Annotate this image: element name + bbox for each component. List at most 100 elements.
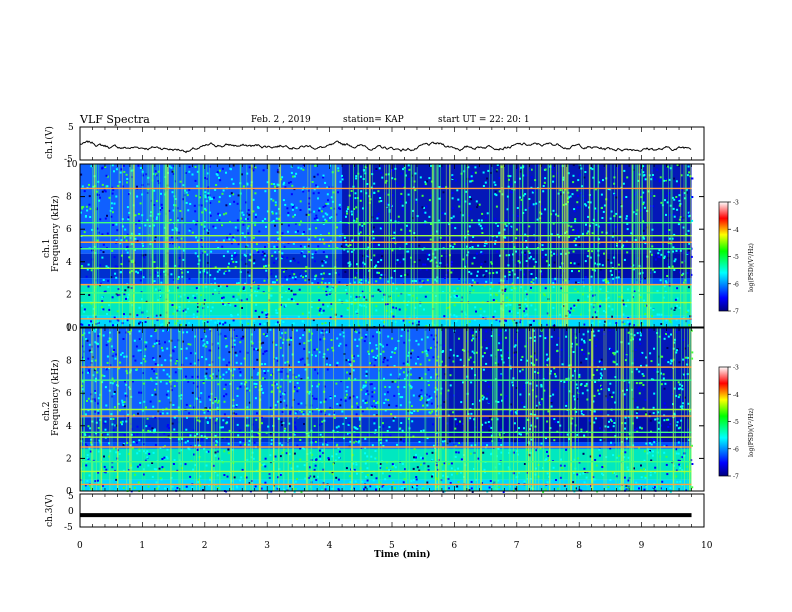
spectrogram-pixel xyxy=(271,254,274,257)
spectrogram-pixel xyxy=(471,334,474,337)
spectrogram-pixel xyxy=(482,185,485,187)
spectrogram-pixel xyxy=(673,198,676,201)
spectrogram-pixel xyxy=(654,466,657,469)
spectrogram-pixel xyxy=(330,302,333,305)
spectrogram-pixel xyxy=(201,211,204,214)
spectrogram-pixel xyxy=(518,410,520,413)
spectrogram-pixel xyxy=(252,236,255,239)
spectrogram-pixel xyxy=(207,410,210,412)
spectrogram-dark-region xyxy=(441,328,692,443)
spectrogram-pixel xyxy=(391,380,394,383)
spectrogram-pixel xyxy=(550,233,553,236)
spectrogram-pixel xyxy=(110,413,113,416)
spectrogram-pixel xyxy=(179,180,182,183)
spectrogram-pixel xyxy=(246,406,249,409)
spectrogram-pixel xyxy=(545,353,548,356)
spectrogram-pixel xyxy=(542,185,545,187)
spectrogram-pixel xyxy=(309,292,312,295)
spectrogram-pixel xyxy=(500,444,503,446)
spectrogram-pixel xyxy=(576,189,579,192)
spectrogram-pixel xyxy=(111,354,114,357)
spectrogram-pixel xyxy=(481,398,484,401)
spectrogram-pixel xyxy=(684,433,687,436)
spectrogram-pixel xyxy=(639,342,642,345)
spectrogram-pixel xyxy=(583,353,586,356)
spectrogram-pixel xyxy=(690,444,693,447)
spectrogram-pixel xyxy=(413,236,416,238)
spectrogram-pixel xyxy=(444,440,447,443)
spectrogram-pixel xyxy=(107,286,110,289)
spectrogram-pixel xyxy=(109,338,112,341)
spectrogram-pixel xyxy=(601,472,603,475)
spectrogram-pixel xyxy=(317,286,320,289)
spectrogram-pixel xyxy=(486,392,489,395)
spectrogram-pixel xyxy=(481,428,484,431)
spectrogram-pixel xyxy=(299,273,302,276)
spectrogram-pixel xyxy=(595,338,598,341)
spectrogram-pixel xyxy=(301,233,304,236)
spectrogram-pixel xyxy=(430,223,432,225)
spectrogram-pixel xyxy=(228,238,231,241)
spectrogram-pixel xyxy=(209,374,212,377)
spectrogram-pixel xyxy=(508,271,511,273)
spectrogram-pixel xyxy=(87,409,90,412)
spectrogram-pixel xyxy=(118,367,121,370)
spectrogram-pixel xyxy=(364,263,366,266)
spectrogram-pixel xyxy=(509,403,512,406)
spectrogram-pixel xyxy=(489,293,492,296)
spectrogram-pixel xyxy=(435,485,438,488)
spectrogram-pixel xyxy=(335,453,338,456)
spectrogram-pixel xyxy=(362,399,365,402)
spectrogram-pixel xyxy=(205,416,207,419)
spectrogram-pixel xyxy=(625,488,628,491)
spectrogram-pixel xyxy=(379,197,382,199)
spectrogram-pixel xyxy=(83,190,86,193)
spectrogram-pixel xyxy=(373,391,376,394)
spectrogram-pixel xyxy=(264,311,267,314)
spectrogram-pixel xyxy=(208,364,211,366)
spectrogram-pixel xyxy=(293,490,296,493)
spectrogram-pixel xyxy=(543,181,546,184)
spectrogram-pixel xyxy=(515,387,518,389)
spectrogram-pixel xyxy=(626,288,629,291)
spectrogram-pixel xyxy=(135,441,138,444)
spectrogram-pixel xyxy=(207,450,210,453)
spectrogram-pixel xyxy=(410,480,413,483)
spectrogram-pixel xyxy=(526,264,529,267)
spectrogram-pixel xyxy=(682,226,685,229)
spectrogram-pixel xyxy=(612,391,615,394)
spectrogram-pixel xyxy=(301,447,304,450)
spectrogram-pixel xyxy=(431,459,434,462)
spectrogram-pixel xyxy=(650,378,653,381)
spectrogram-pixel xyxy=(645,442,648,445)
spectrogram-pixel xyxy=(580,350,583,353)
spectrogram-pixel xyxy=(263,265,265,268)
spectrogram-pixel xyxy=(322,356,325,358)
spectrogram-pixel xyxy=(538,401,541,404)
spectrogram-pixel xyxy=(662,373,665,376)
spectrogram-pixel xyxy=(614,401,617,404)
spectrogram-pixel xyxy=(218,322,221,325)
spectrogram-pixel xyxy=(530,168,533,171)
spectrogram-pixel xyxy=(124,319,127,322)
spectrogram-pixel xyxy=(182,309,185,312)
spectrogram-pixel xyxy=(685,489,688,492)
spectrogram-pixel xyxy=(324,488,327,491)
spectrogram-pixel xyxy=(487,169,490,172)
spectrogram-pixel xyxy=(353,208,356,210)
spectrogram-pixel xyxy=(185,201,188,204)
spectrogram-pixel xyxy=(114,272,117,275)
spectrogram-pixel xyxy=(484,339,487,342)
spectrogram-pixel xyxy=(534,413,537,416)
spectrogram-pixel xyxy=(627,456,630,459)
spectrogram-pixel xyxy=(260,388,263,391)
spectrogram-pixel xyxy=(427,368,430,371)
spectrogram-pixel xyxy=(296,382,299,385)
spectrogram-pixel xyxy=(470,412,473,415)
spectrogram-pixel xyxy=(346,307,349,310)
spectrogram-pixel xyxy=(632,211,635,214)
spectrogram-pixel xyxy=(366,407,369,410)
spectrogram-pixel xyxy=(547,455,550,457)
spectrogram-pixel xyxy=(145,425,148,428)
spectrogram-pixel xyxy=(364,486,367,489)
